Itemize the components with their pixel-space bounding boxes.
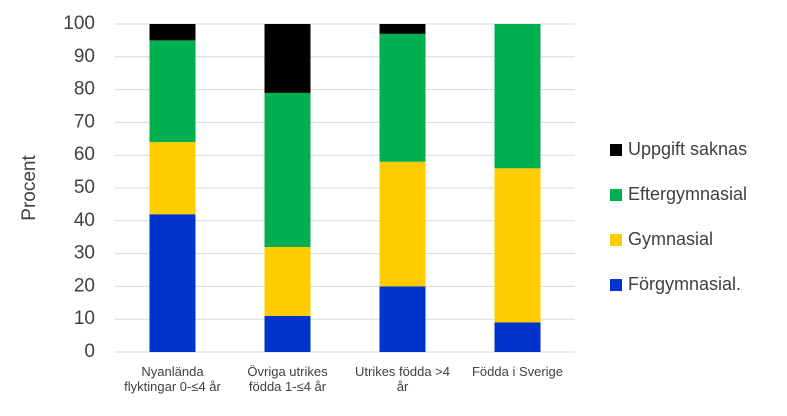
bar-segment: [379, 24, 426, 34]
bar-segment: [264, 315, 311, 352]
legend-label: Gymnasial: [628, 229, 713, 249]
x-tick-label: Nyanlända flyktingar 0-≤4 år: [124, 364, 221, 394]
x-tick-label: Övriga utrikes födda 1-≤4 år: [247, 364, 328, 394]
y-tick-label: 60: [74, 144, 95, 165]
bar-segment: [494, 24, 541, 169]
y-tick-label: 40: [74, 210, 95, 231]
y-tick-label: 0: [84, 341, 95, 362]
y-tick-label: 70: [74, 111, 95, 132]
y-tick-label: 30: [74, 243, 95, 264]
legend-swatch: [610, 189, 622, 201]
y-tick-label: 80: [74, 79, 95, 100]
bar-segment: [494, 322, 541, 352]
y-tick-label: 20: [74, 275, 95, 296]
bar-segment: [379, 33, 426, 162]
legend-swatch: [610, 279, 622, 291]
x-tick-label: Födda i Sverige: [471, 364, 564, 379]
bar-segment: [264, 247, 311, 316]
bar-segment: [379, 161, 426, 287]
bar-segment: [149, 24, 196, 41]
legend-swatch: [610, 144, 622, 156]
legend-label: Förgymnasial.: [628, 274, 741, 294]
y-axis-label: Procent: [19, 155, 40, 221]
bar-segment: [494, 168, 541, 323]
bar-segment: [149, 214, 196, 352]
legend-label: Uppgift saknas: [628, 139, 747, 159]
legend-swatch: [610, 234, 622, 246]
bar-segment: [264, 92, 311, 248]
y-tick-label: 50: [74, 177, 95, 198]
y-tick-label: 10: [74, 308, 95, 329]
y-tick-label: 100: [63, 13, 95, 34]
legend-label: Eftergymnasial: [628, 184, 747, 204]
bar-segment: [149, 40, 196, 143]
y-tick-label: 90: [74, 46, 95, 67]
bar-segment: [264, 24, 311, 93]
x-tick-label: Utrikes födda >4 år: [354, 364, 451, 394]
bar-segment: [149, 142, 196, 215]
bar-segment: [379, 286, 426, 352]
